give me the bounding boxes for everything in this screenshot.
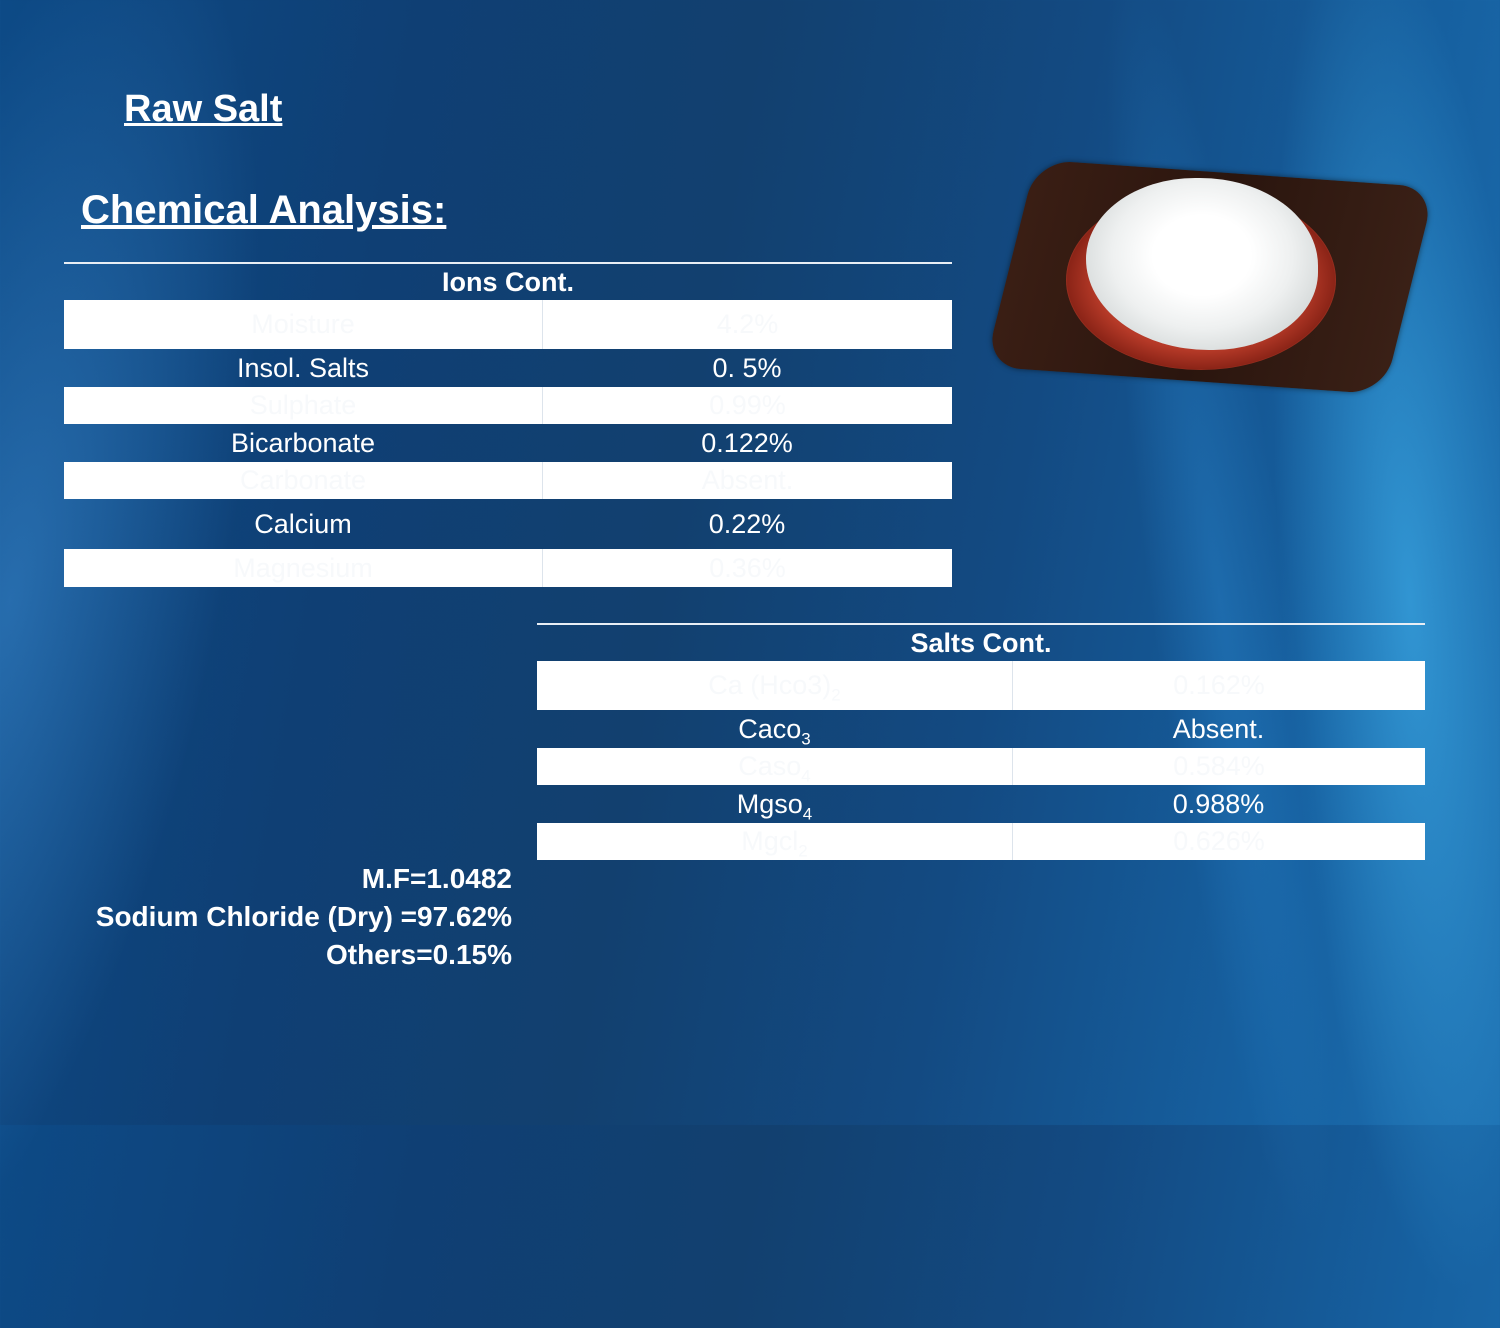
slide-title: Raw Salt [124, 88, 283, 130]
cell-value: 4.2% [716, 309, 779, 339]
salts-table: Salts Cont. Ca (Hco3)2 0.162% Caco3 Absent… [537, 623, 1425, 860]
table-row: Moisture 4.2% [64, 300, 952, 349]
cell-value: 0.988% [1172, 789, 1265, 819]
cell-name: Caco3 [537, 710, 1012, 748]
formula: Ca (Hco3) [708, 670, 832, 700]
table-row: Bicarbonate 0.122% [64, 424, 952, 462]
subscript: 4 [802, 804, 813, 824]
cell-name: Ca (Hco3)2 [537, 661, 1013, 710]
raw-salt-image [1086, 178, 1318, 350]
formula: Mgcl [741, 826, 799, 856]
cell-value: 0.626% [1173, 826, 1265, 856]
salts-table-header: Salts Cont. [537, 623, 1425, 661]
table-row: Mgso4 0.988% [537, 785, 1425, 823]
ions-table: Ions Cont. Moisture 4.2% Insol. Salts 0. 5… [64, 262, 952, 587]
formula: Caco [738, 714, 802, 744]
formula: Mgso [736, 789, 803, 819]
cell-value: 0.162% [1173, 670, 1265, 700]
cell-value: 0.584% [1173, 751, 1265, 781]
cell-value: Absent. [701, 465, 794, 495]
ions-table-header: Ions Cont. [64, 262, 952, 300]
table-row: Carbonate Absent. [64, 462, 952, 499]
subscript: 2 [798, 841, 808, 861]
subscript: 3 [801, 729, 811, 749]
subscript: 4 [801, 766, 811, 786]
table-row: Insol. Salts 0. 5% [64, 349, 952, 387]
cell-name: Carbonate [64, 462, 543, 499]
cell-name: Bicarbonate [230, 428, 376, 458]
cell-value: 0.36% [709, 553, 786, 583]
table-row: Calcium 0.22% [64, 499, 952, 549]
table-row: Caco3 Absent. [537, 710, 1425, 748]
cell-value: 0.22% [708, 509, 786, 539]
others-value: Others=0.15% [326, 939, 512, 970]
cell-value: 0.99% [709, 390, 786, 420]
table-row: Mgcl2 0.626% [537, 823, 1425, 860]
cell-name: Caso4 [537, 748, 1013, 785]
cell-name: Calcium [254, 509, 352, 539]
cell-name: Moisture [64, 300, 543, 349]
table-row: Caso4 0.584% [537, 748, 1425, 785]
cell-value: 0. 5% [712, 353, 782, 383]
cell-name: Insol. Salts [236, 353, 370, 383]
table-row: Ca (Hco3)2 0.162% [537, 661, 1425, 710]
summary-notes: M.F=1.0482 Sodium Chloride (Dry) =97.62%… [96, 860, 512, 974]
slide-subtitle: Chemical Analysis: [81, 188, 447, 232]
formula: Caso [738, 751, 802, 781]
cell-name: Mgso4 [537, 785, 1012, 823]
cell-value: 0.122% [701, 428, 793, 458]
cell-name: Mgcl2 [537, 823, 1013, 860]
table-row: Sulphate 0.99% [64, 387, 952, 424]
sodium-chloride-value: Sodium Chloride (Dry) =97.62% [95, 901, 512, 932]
table-row: Magnesium 0.36% [64, 549, 952, 587]
subscript: 2 [831, 685, 841, 705]
cell-value: Absent. [1172, 714, 1265, 744]
cell-name: Magnesium [64, 549, 543, 587]
mf-value: M.F=1.0482 [361, 863, 512, 894]
cell-name: Sulphate [64, 387, 543, 424]
